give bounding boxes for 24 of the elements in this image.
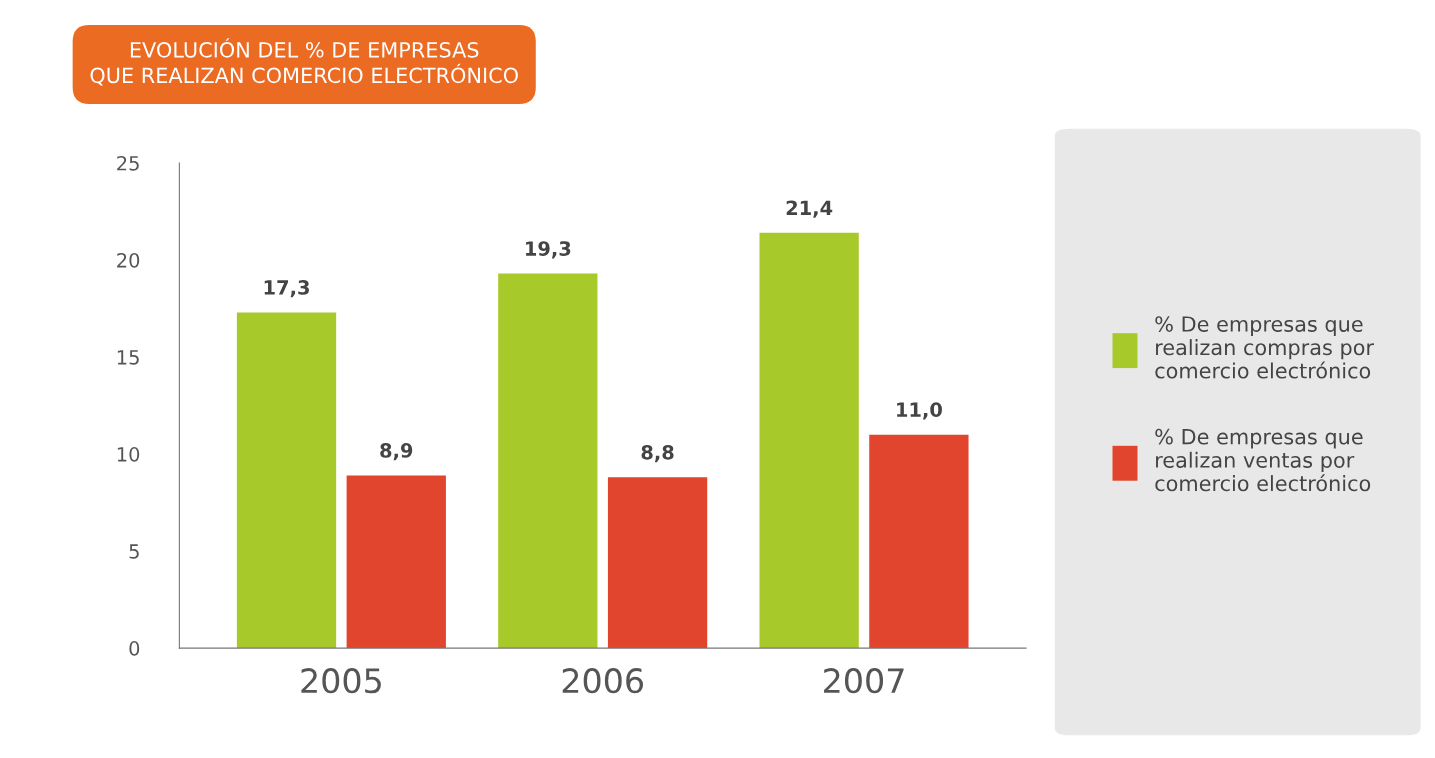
data-label: 11,0 xyxy=(897,402,942,420)
data-label: 17,3 xyxy=(264,280,309,298)
bar xyxy=(498,273,598,649)
data-label: 8,8 xyxy=(641,444,674,463)
bar xyxy=(607,477,708,649)
x-tick-label: 2007 xyxy=(824,668,904,694)
data-label: 21,4 xyxy=(786,200,833,218)
y-tick-label: 25 xyxy=(117,155,139,171)
legend-label: % De empresas que realizan compras por comercio electrónico xyxy=(1155,316,1375,379)
x-tick-label: 2006 xyxy=(562,668,644,694)
y-tick-label: 20 xyxy=(117,252,140,268)
bar xyxy=(869,434,969,649)
chart-title: EVOLUCIÓN DEL % DE EMPRESAS QUE REALIZAN COMERCIO ELECTRÓNICO xyxy=(90,38,518,86)
legend-label: % De empresas que realizan ventas por comercio electrónico xyxy=(1155,428,1371,492)
bar xyxy=(346,475,446,649)
y-tick-label: 10 xyxy=(117,447,140,462)
y-tick-label: 0 xyxy=(129,641,140,656)
bar xyxy=(759,232,859,649)
bar xyxy=(236,312,337,649)
x-tick-label: 2005 xyxy=(301,668,381,694)
data-label: 19,3 xyxy=(526,241,571,259)
y-tick-label: 5 xyxy=(129,544,139,559)
y-tick-label: 15 xyxy=(117,350,139,365)
data-label: 8,9 xyxy=(380,443,413,461)
